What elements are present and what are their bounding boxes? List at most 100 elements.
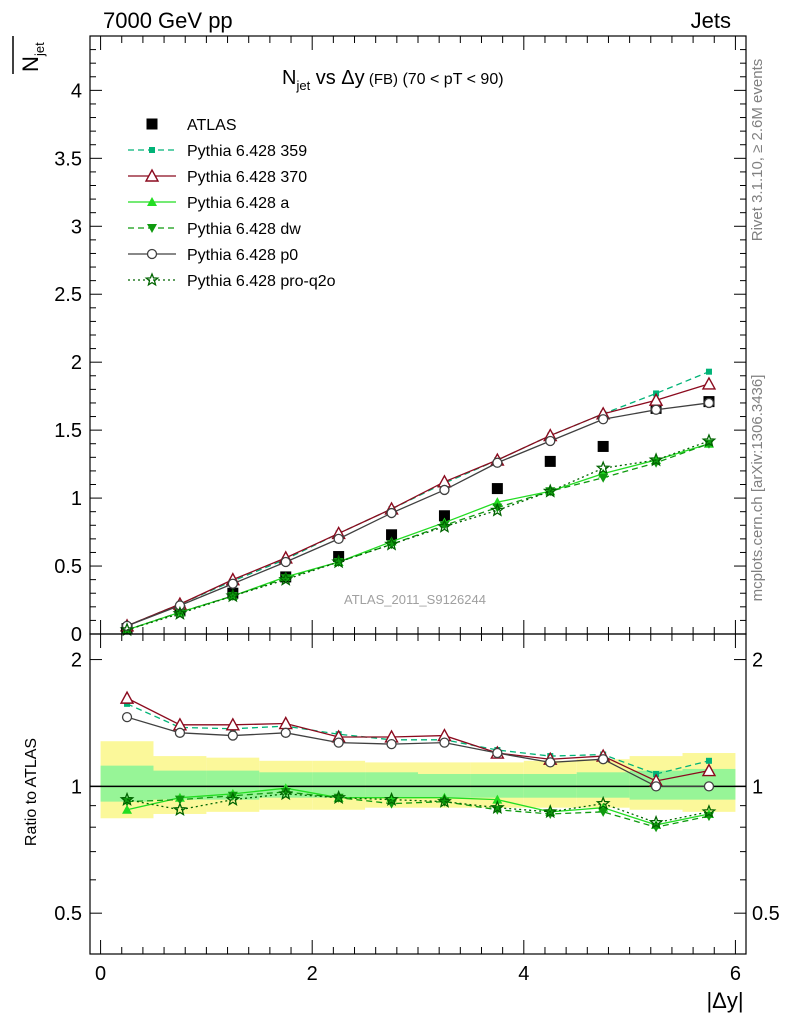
legend-entry: Pythia 6.428 359 (128, 143, 307, 160)
ratio-point (384, 791, 399, 806)
legend-marker (146, 248, 158, 260)
y-tick-label-ratio: 0.5 (54, 903, 82, 925)
y-tick-label-main: 4 (71, 80, 82, 102)
data-point (280, 556, 291, 568)
series-line (126, 402, 710, 627)
y-tick-label-main: 1.5 (54, 420, 82, 442)
ratio-point (648, 814, 664, 829)
ratio-point (119, 791, 135, 806)
data-point (597, 440, 609, 452)
legend-label: Pythia 6.428 pro-q2o (187, 273, 336, 290)
data-point (703, 397, 715, 409)
x-tick-label: 0 (95, 963, 106, 985)
legend-label: Pythia 6.428 359 (187, 143, 307, 160)
ratio-point (122, 804, 133, 814)
ratio-panel: 0.5 1 2 0.5 1 2 0 2 4 6 (54, 633, 780, 985)
ratio-point (280, 787, 291, 797)
data-point (280, 574, 291, 584)
data-point (492, 503, 503, 513)
legend-marker (144, 168, 160, 182)
y-tick-label-ratio: 2 (71, 650, 82, 672)
data-point (705, 368, 712, 375)
analysis-watermark: ATLAS_2011_S9126244 (344, 592, 486, 607)
legend-label: Pythia 6.428 dw (187, 221, 301, 238)
ratio-line (126, 697, 710, 782)
mcplots-reference-text: mcplots.cern.ch [arXiv:1306.3436] (749, 375, 766, 602)
ratio-point (386, 738, 397, 750)
ratio-point (542, 804, 558, 819)
legend-entry: ATLAS (146, 117, 237, 134)
header-observable: Jets (691, 8, 731, 33)
series-pythia-6-428-p0 (121, 397, 715, 631)
data-point (386, 507, 397, 519)
y-axis-label-main: N jet (12, 36, 47, 74)
data-point (598, 414, 609, 425)
legend-label: ATLAS (187, 117, 237, 134)
y-tick-label-main: 2.5 (54, 284, 82, 306)
legend-label: Pythia 6.428 a (187, 195, 289, 212)
x-tick-label: 2 (307, 963, 318, 985)
data-point (331, 554, 347, 569)
series-pythia-6-428-pro-q2o (119, 433, 717, 637)
data-point (544, 455, 556, 467)
ratio-point (333, 737, 344, 748)
series-line (126, 440, 710, 631)
y-axis-label-ratio: Ratio to ATLAS (23, 738, 40, 846)
data-point (172, 605, 188, 620)
ratio-line (126, 703, 710, 775)
ratio-line (126, 787, 710, 826)
y-tick-label-ratio-right: 0.5 (752, 903, 780, 925)
y-tick-label-ratio-right: 2 (752, 650, 763, 672)
data-point (492, 457, 503, 468)
ratio-point (437, 793, 452, 808)
series-line (126, 371, 710, 627)
ratio-point (489, 799, 505, 814)
data-point (333, 533, 344, 545)
ratio-point (650, 781, 662, 792)
ratio-point (174, 727, 186, 738)
svg-text:Njet vs Δy (FB) (70 < pT < 90: Njet vs Δy (FB) (70 < pT < 90) (282, 67, 504, 93)
data-point (489, 502, 505, 517)
title-sub: jet (295, 78, 310, 93)
x-axis-label: |Δy| (706, 988, 743, 1013)
data-point (278, 571, 294, 586)
ratio-point (595, 795, 611, 810)
ratio-point (225, 791, 241, 806)
ratio-line (127, 791, 710, 828)
y-axis-label-sub: jet (32, 42, 47, 57)
data-point (439, 484, 450, 496)
data-point (701, 433, 717, 448)
x-tick-label: 6 (730, 963, 741, 985)
ratio-point (225, 717, 241, 731)
data-point (384, 536, 399, 551)
ratio-point (492, 794, 503, 804)
y-tick-label-ratio: 1 (71, 776, 82, 798)
y-tick-label-main: 3.5 (54, 148, 82, 170)
ratio-point (331, 789, 347, 804)
plot-title: Njet vs Δy (FB) (70 < pT < 90) (282, 67, 504, 93)
data-point (542, 483, 558, 498)
ratio-point (439, 737, 450, 748)
series-line (126, 383, 710, 627)
data-point (595, 460, 611, 475)
ratio-point (598, 754, 609, 765)
ratio-point (227, 791, 238, 801)
y-tick-label-main: 3 (71, 216, 82, 238)
title-vs: vs Δy (310, 67, 364, 89)
legend-entry: Pythia 6.428 dw (128, 221, 301, 238)
y-axis-label-N: N (18, 56, 43, 72)
y-tick-label-main: 0.5 (54, 556, 82, 578)
ratio-point (280, 727, 291, 738)
data-point (227, 578, 238, 589)
ratio-series-pythia-6-428-p0 (121, 711, 715, 792)
y-tick-label-main: 2 (71, 352, 82, 374)
ratio-point (545, 757, 556, 768)
data-point (225, 588, 241, 603)
ratio-point (701, 763, 717, 777)
ratio-point (119, 690, 135, 704)
legend-entry: Pythia 6.428 p0 (128, 247, 298, 264)
data-point (648, 452, 664, 467)
ratio-point (492, 747, 503, 759)
data-point (701, 376, 717, 390)
ratio-point (705, 757, 712, 764)
